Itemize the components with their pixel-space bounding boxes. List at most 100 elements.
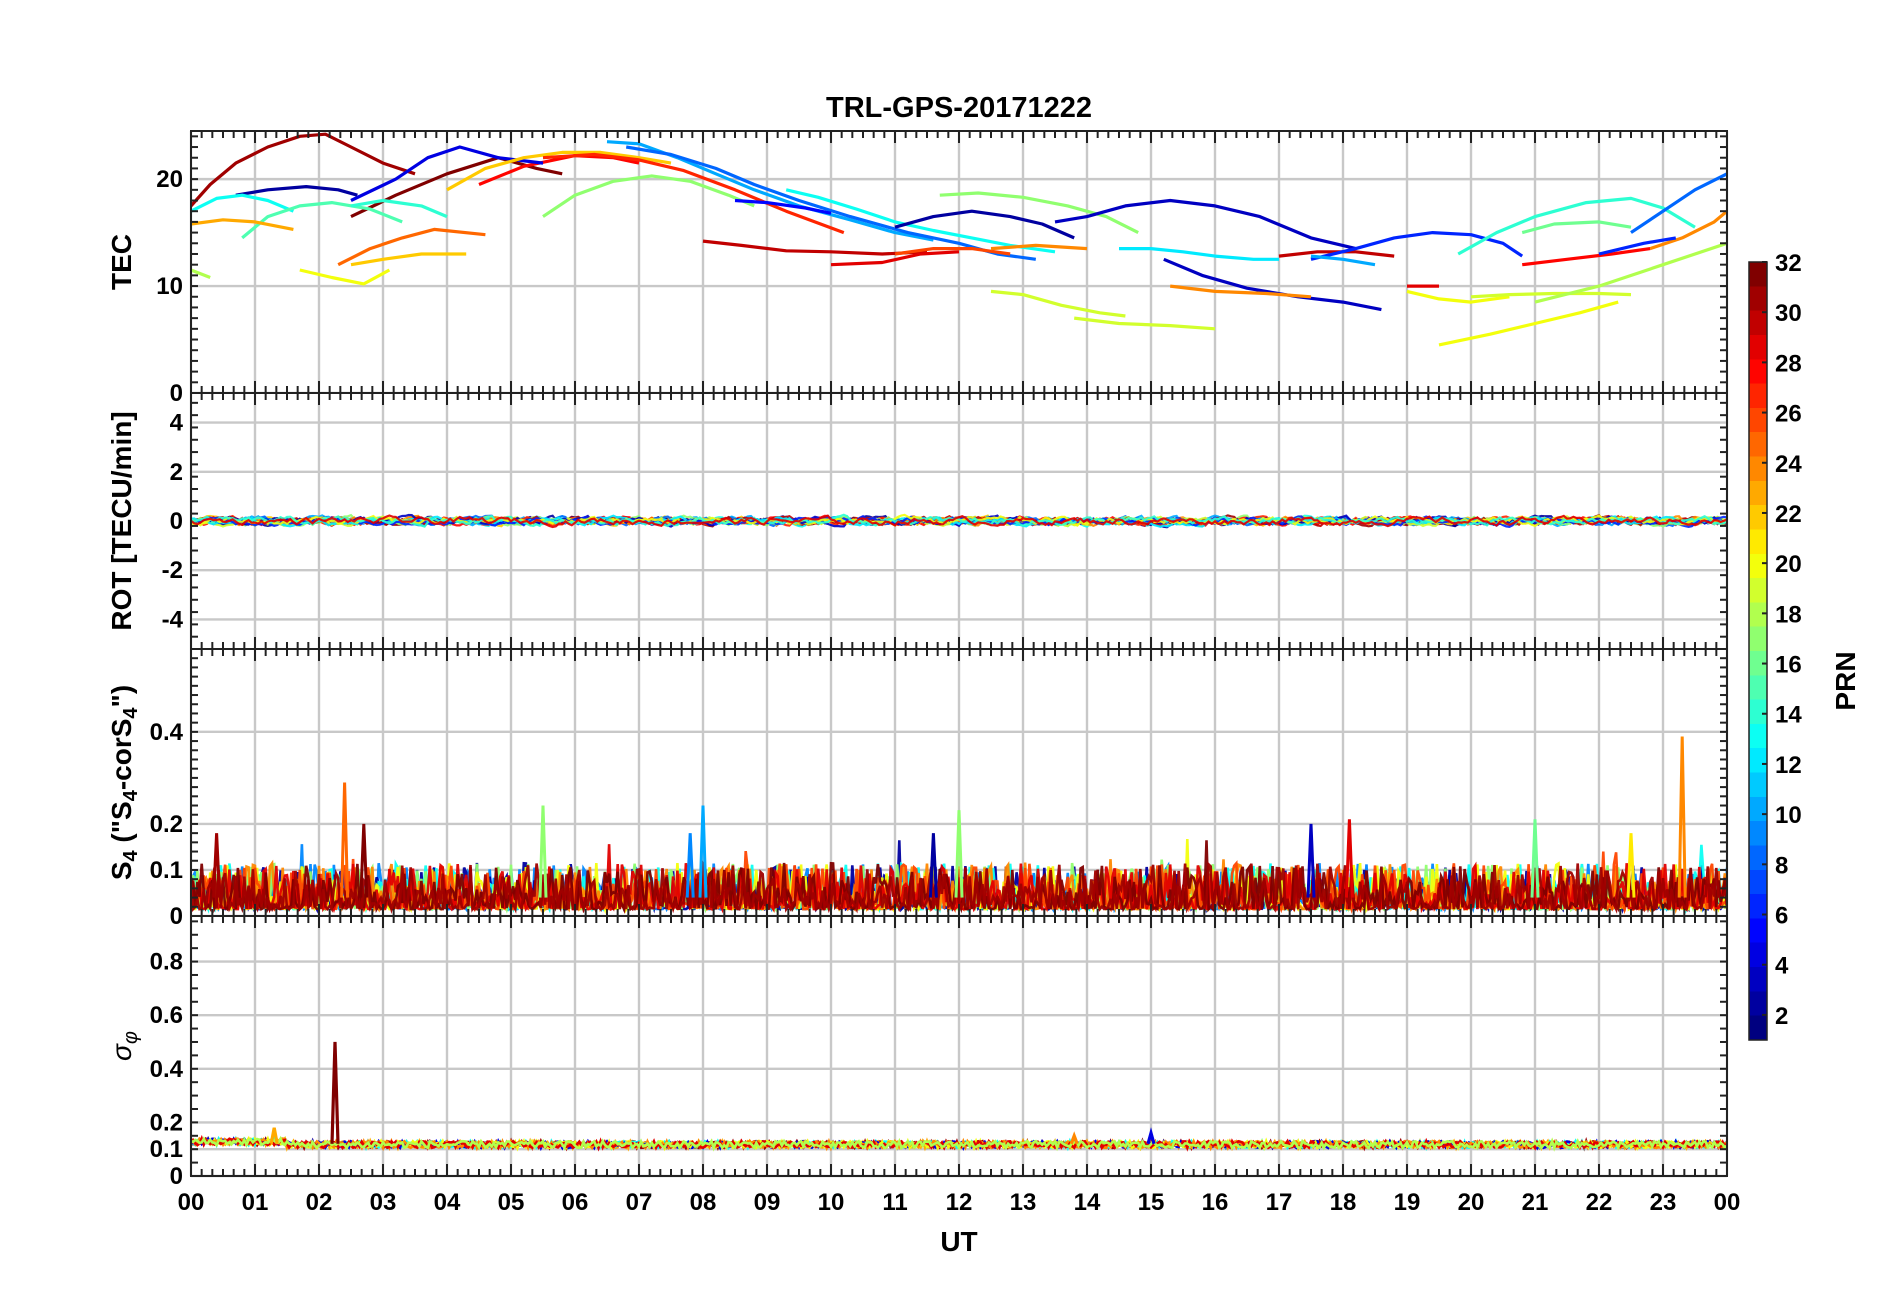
tec-series-prn-5 <box>734 198 832 215</box>
tec-series-prn-23 <box>191 218 294 231</box>
tec-series-prn-20 <box>299 268 391 286</box>
tec-series-prn-25 <box>337 227 486 267</box>
y-tick-label: 0 <box>170 508 183 535</box>
x-tick-label: 11 <box>882 1189 907 1216</box>
tec-series-prn-10 <box>1310 254 1376 267</box>
x-tick-label: 06 <box>562 1189 589 1216</box>
panel-s4: 0 0.1 0.2 0.4 S4 ("S4-corS4") <box>106 648 1729 930</box>
colorbar-tick-label: 16 <box>1775 652 1802 679</box>
s4-spike <box>340 782 350 898</box>
tec-series-prn-13 <box>785 188 1056 254</box>
tec-series-prn-8 <box>1630 172 1727 234</box>
tec-series-prn-30 <box>702 239 928 256</box>
x-tick-label: 08 <box>690 1189 717 1216</box>
y-tick-label: 0.1 <box>150 857 183 884</box>
ticks <box>190 916 1728 1177</box>
tec-series-prn-10 <box>606 140 934 242</box>
tec-series-prn-18 <box>1534 241 1727 304</box>
tec-series-prn-26 <box>894 247 1011 256</box>
tec-series-prn-18 <box>191 268 211 279</box>
colorbar-label: PRN <box>1830 651 1861 710</box>
x-tick-label: 04 <box>434 1189 461 1216</box>
ticks <box>190 131 1728 394</box>
y-tick-label: -4 <box>162 606 184 633</box>
colorbar-tick-label: 10 <box>1775 802 1802 829</box>
x-tick-label: 19 <box>1394 1189 1421 1216</box>
s4-spike <box>954 810 964 898</box>
colorbar-tick-label: 30 <box>1775 300 1802 327</box>
y-tick-label: 0.2 <box>150 811 183 838</box>
colorbar-tick-label: 22 <box>1775 501 1802 528</box>
x-tick-label: 18 <box>1330 1189 1357 1216</box>
colorbar-tick-label: 24 <box>1775 451 1802 478</box>
y-tick-label: 0 <box>170 380 183 407</box>
data-layer <box>191 513 1727 529</box>
tec-series-prn-29 <box>830 250 960 267</box>
tec-series-prn-20 <box>1438 300 1619 347</box>
data-layer <box>191 132 1727 347</box>
y-tick-label: 10 <box>156 273 183 300</box>
tec-series-prn-24 <box>1649 209 1727 251</box>
x-tick-label: 21 <box>1522 1189 1549 1216</box>
tec-series-prn-15 <box>241 201 403 240</box>
s4-spike <box>698 805 708 898</box>
s4-spike <box>359 823 369 898</box>
panel-tec: 0 10 20 TEC <box>106 130 1729 407</box>
x-tick-label: 12 <box>946 1189 973 1216</box>
y-axis-label: S4 ("S4-corS4") <box>106 685 142 880</box>
s4-spike <box>1306 823 1316 898</box>
x-tick-label: 00 <box>1714 1189 1741 1216</box>
x-tick-label: 01 <box>242 1189 269 1216</box>
tec-series-prn-19 <box>990 289 1126 318</box>
tec-series-prn-17 <box>542 174 755 218</box>
colorbar-tick-label: 26 <box>1775 401 1802 428</box>
tec-series-prn-2 <box>894 209 1075 240</box>
chart-title: TRL-GPS-20171222 <box>826 92 1092 124</box>
y-tick-label: 0.2 <box>150 1109 183 1136</box>
s4-spike <box>928 833 938 898</box>
colorbar-tick-label: 14 <box>1775 702 1802 729</box>
tec-series-prn-24 <box>990 243 1088 251</box>
x-tick-label: 16 <box>1202 1189 1229 1216</box>
colorbar-tick-label: 6 <box>1775 903 1788 930</box>
y-tick-label: 0.8 <box>150 949 183 976</box>
sigma-spike <box>1146 1127 1156 1145</box>
x-axis-label: UT <box>940 1226 977 1257</box>
tec-series-prn-32 <box>350 156 563 219</box>
y-tick-label: -2 <box>162 557 183 584</box>
tec-series-prn-19 <box>1074 316 1216 331</box>
s4-spike <box>538 805 548 898</box>
x-tick-label: 17 <box>1266 1189 1293 1216</box>
tec-series-prn-24 <box>1170 284 1312 299</box>
x-tick-label: 10 <box>818 1189 845 1216</box>
y-axis-label: TEC <box>106 234 137 290</box>
y-tick-label: 0 <box>170 1163 183 1190</box>
s4-spike <box>212 833 222 898</box>
colorbar-tick-label: 32 <box>1775 250 1802 277</box>
tec-series-prn-19 <box>1470 291 1632 299</box>
x-tick-label: 03 <box>370 1189 397 1216</box>
tec-series-prn-2 <box>235 185 358 197</box>
x-tick-label: 15 <box>1138 1189 1165 1216</box>
tec-series-prn-27 <box>542 152 845 235</box>
colorbar-tick-label: 18 <box>1775 601 1802 628</box>
y-tick-label: 0.4 <box>150 719 184 746</box>
tec-series-prn-28 <box>1522 247 1651 267</box>
tec-series-prn-22 <box>350 252 467 267</box>
x-tick-label: 00 <box>178 1189 205 1216</box>
x-tick-label: 14 <box>1074 1189 1101 1216</box>
colorbar-tick-label: 4 <box>1775 953 1789 980</box>
ticks <box>190 393 1728 650</box>
x-tick-label: 07 <box>626 1189 653 1216</box>
tec-series-prn-3 <box>1054 198 1357 251</box>
y-tick-label: 0 <box>170 903 183 930</box>
sigma-spike <box>1069 1131 1079 1145</box>
tec-series-prn-31 <box>191 132 416 207</box>
y-tick-label: 0.1 <box>150 1136 183 1163</box>
tec-series-prn-16 <box>1521 220 1632 235</box>
sigma-spike <box>269 1127 279 1145</box>
tec-series-prn-14 <box>1457 196 1696 256</box>
ticks <box>190 648 1728 917</box>
